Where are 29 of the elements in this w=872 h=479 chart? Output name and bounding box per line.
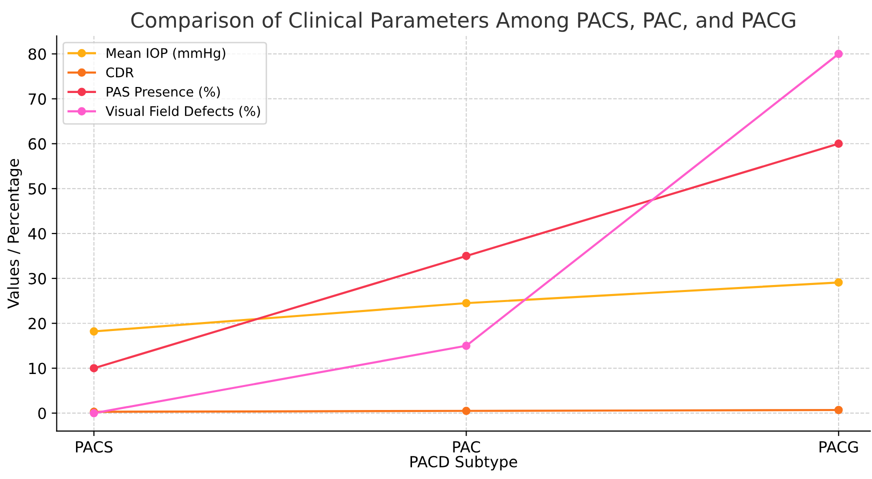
point [834, 406, 843, 414]
point [834, 278, 843, 287]
x-tick-label: PAC [453, 441, 480, 453]
y-tick-label: 20 [28, 318, 46, 330]
y-tick-label: 50 [28, 183, 46, 195]
y-axis-title: Values / Percentage [7, 158, 22, 309]
y-tick-label: 80 [28, 48, 46, 60]
y-tick-label: 10 [29, 362, 46, 374]
chart-title: Comparison of Clinical Parameters Among PACS, PAC, and PACG [131, 12, 796, 32]
legend-label: Mean IOP (mmHg) [106, 48, 226, 61]
point [462, 298, 470, 308]
point [462, 252, 470, 260]
point [834, 50, 843, 58]
y-tick-label: 60 [28, 138, 46, 150]
y-tick-label: 30 [28, 272, 46, 284]
point [90, 327, 98, 336]
point [834, 140, 843, 148]
point [462, 342, 470, 350]
x-tick-label: PACG [820, 441, 858, 453]
y-tick-label: 40 [28, 228, 46, 240]
point [462, 406, 470, 416]
point [90, 364, 98, 372]
y-tick-label: 0 [38, 408, 46, 420]
x-tick-label: PACS [76, 441, 112, 453]
y-tick-label: 70 [28, 93, 46, 105]
legend-label: PAS Presence (%) [106, 86, 220, 98]
legend-label: Visual Field Defects (%) [106, 106, 260, 118]
x-axis-title: PACD Subtype [410, 456, 518, 470]
legend-label: CDR [106, 67, 134, 78]
